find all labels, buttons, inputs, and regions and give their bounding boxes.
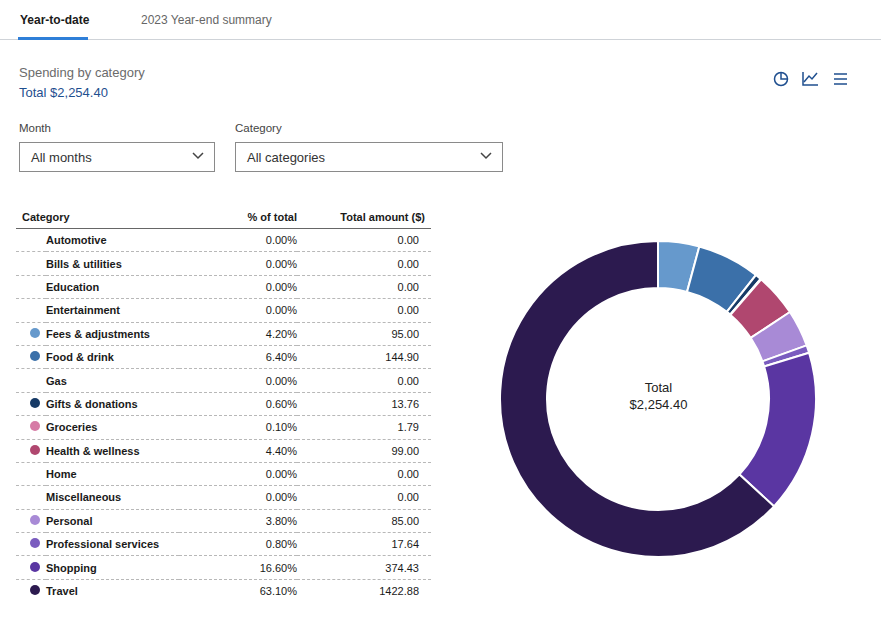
html-text:85.00: 85.00 bbox=[391, 514, 419, 527]
html-text:Gifts & donations: Gifts & donations bbox=[46, 397, 138, 410]
html-text:0.00: 0.00 bbox=[397, 491, 419, 504]
html-text:Education: Education bbox=[46, 281, 100, 293]
html-text:2023 Year-end summary: 2023 Year-end summary bbox=[141, 13, 272, 27]
html-text:Entertainment: Entertainment bbox=[46, 304, 120, 317]
html-text:0.00: 0.00 bbox=[397, 304, 419, 317]
html-text:0.00%: 0.00% bbox=[265, 374, 297, 387]
html-text:Groceries: Groceries bbox=[46, 421, 98, 434]
html-text:Month: Month bbox=[19, 122, 51, 134]
html-text:Professional services: Professional services bbox=[46, 538, 160, 551]
html-text:Spending by category: Spending by category bbox=[19, 65, 145, 80]
html-text:0.00%: 0.00% bbox=[265, 234, 297, 247]
html-text:Travel: Travel bbox=[46, 585, 78, 597]
html-text:Home: Home bbox=[46, 468, 77, 481]
html-text:Personal: Personal bbox=[46, 514, 93, 527]
html-text:0.00: 0.00 bbox=[397, 281, 419, 293]
html-text:4.20%: 4.20% bbox=[265, 327, 297, 340]
html-text:Category: Category bbox=[235, 122, 282, 134]
html-text:0.00%: 0.00% bbox=[265, 468, 297, 481]
html-text:99.00: 99.00 bbox=[391, 444, 419, 457]
html-text:All categories: All categories bbox=[247, 150, 325, 165]
html-text:17.64: 17.64 bbox=[391, 538, 419, 551]
html-text:63.10%: 63.10% bbox=[259, 585, 297, 597]
html-text:4.40%: 4.40% bbox=[265, 444, 297, 457]
html-text:0.00%: 0.00% bbox=[265, 257, 297, 270]
html-text:Shopping: Shopping bbox=[46, 561, 97, 574]
html-text:0.00%: 0.00% bbox=[265, 281, 297, 293]
html-text:0.60%: 0.60% bbox=[265, 397, 297, 410]
html-text:0.00%: 0.00% bbox=[265, 491, 297, 504]
html-text:Miscellaneous: Miscellaneous bbox=[46, 491, 122, 504]
html-text:% of total: % of total bbox=[247, 211, 297, 223]
html-text:Automotive: Automotive bbox=[46, 234, 107, 247]
html-text:144.90: 144.90 bbox=[385, 351, 419, 364]
html-text:Year-to-date: Year-to-date bbox=[20, 13, 90, 27]
html-text:0.00%: 0.00% bbox=[265, 304, 297, 317]
html-text:0.00: 0.00 bbox=[397, 257, 419, 270]
html-text:6.40%: 6.40% bbox=[265, 351, 297, 364]
html-text:16.60%: 16.60% bbox=[259, 561, 297, 574]
html-text:Category: Category bbox=[22, 211, 70, 223]
html-text:Gas: Gas bbox=[46, 374, 67, 387]
html-text:Health & wellness: Health & wellness bbox=[46, 444, 140, 457]
html-text:374.43: 374.43 bbox=[385, 561, 419, 574]
html-text:13.76: 13.76 bbox=[391, 397, 419, 410]
html-text:Total $2,254.40: Total $2,254.40 bbox=[19, 85, 108, 100]
html-text:0.00: 0.00 bbox=[397, 468, 419, 481]
html-text:3.80%: 3.80% bbox=[265, 514, 297, 527]
html-text:Total amount ($): Total amount ($) bbox=[340, 211, 425, 223]
html-text:95.00: 95.00 bbox=[391, 327, 419, 340]
html-text:1422.88: 1422.88 bbox=[379, 585, 419, 597]
html-text:Food & drink: Food & drink bbox=[46, 351, 114, 364]
svg-text:$2,254.40: $2,254.40 bbox=[630, 397, 688, 412]
html-text:All months: All months bbox=[31, 150, 92, 165]
html-text:0.10%: 0.10% bbox=[265, 421, 297, 434]
html-text:0.00: 0.00 bbox=[397, 234, 419, 247]
svg-text:Total: Total bbox=[645, 380, 673, 395]
html-text:Bills & utilities: Bills & utilities bbox=[46, 257, 122, 270]
html-text:0.00: 0.00 bbox=[397, 374, 419, 387]
html-text:1.79: 1.79 bbox=[397, 421, 419, 434]
html-text:0.80%: 0.80% bbox=[265, 538, 297, 551]
html-text:Fees & adjustments: Fees & adjustments bbox=[46, 327, 150, 340]
